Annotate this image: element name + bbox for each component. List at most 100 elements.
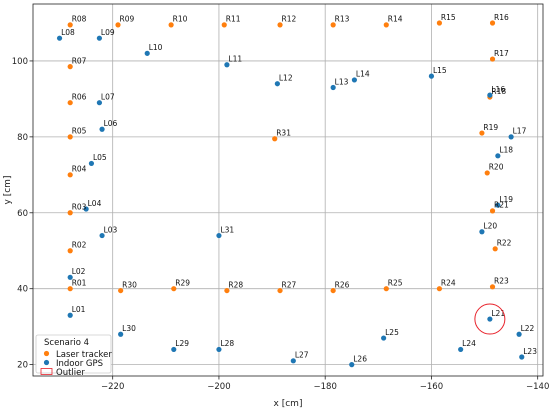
data-point bbox=[383, 286, 389, 292]
y-tick-label: 40 bbox=[17, 285, 28, 295]
point-label: L31 bbox=[220, 225, 234, 234]
point-label: R24 bbox=[441, 278, 456, 287]
point-label: L26 bbox=[353, 354, 367, 363]
data-point bbox=[67, 134, 73, 140]
legend-swatch-outlier bbox=[40, 368, 53, 375]
y-axis-label: y [cm] bbox=[3, 176, 13, 205]
data-point bbox=[489, 208, 496, 214]
point-label: L29 bbox=[175, 339, 189, 348]
point-label: R26 bbox=[335, 280, 350, 289]
point-label: L10 bbox=[149, 43, 163, 52]
point-label: R18 bbox=[491, 87, 506, 96]
point-label: R16 bbox=[494, 13, 509, 22]
point-label: R23 bbox=[494, 277, 509, 286]
data-point bbox=[168, 22, 174, 28]
data-point bbox=[277, 287, 283, 294]
data-point bbox=[492, 246, 498, 252]
data-point bbox=[67, 22, 73, 28]
x-tick-label: −160 bbox=[420, 382, 443, 392]
data-point bbox=[290, 358, 296, 364]
data-point bbox=[484, 170, 490, 176]
point-label: R06 bbox=[72, 92, 87, 101]
grid bbox=[33, 4, 543, 376]
point-label: L07 bbox=[101, 92, 115, 101]
point-label: L25 bbox=[385, 328, 399, 337]
data-point bbox=[436, 20, 443, 26]
data-point bbox=[221, 22, 227, 28]
data-point bbox=[277, 22, 283, 28]
point-label: R22 bbox=[497, 239, 512, 248]
point-label: L15 bbox=[433, 66, 447, 75]
data-point bbox=[479, 229, 485, 235]
point-label: R10 bbox=[173, 15, 188, 24]
point-label: L22 bbox=[521, 324, 535, 333]
data-point bbox=[479, 130, 485, 136]
data-point bbox=[274, 81, 280, 87]
x-axis-label: x [cm] bbox=[274, 399, 303, 409]
point-label: L18 bbox=[499, 146, 513, 155]
data-point bbox=[489, 284, 496, 290]
data-point bbox=[67, 100, 73, 106]
data-point bbox=[330, 287, 336, 294]
point-label: R09 bbox=[120, 15, 135, 24]
data-point bbox=[216, 232, 222, 239]
point-label: L16 bbox=[491, 85, 505, 94]
data-point bbox=[56, 35, 63, 41]
point-label: L28 bbox=[220, 339, 234, 348]
data-point bbox=[83, 206, 89, 212]
point-label: L30 bbox=[122, 324, 136, 333]
point-label: R29 bbox=[175, 278, 190, 287]
data-point bbox=[67, 210, 73, 216]
point-label: R14 bbox=[388, 15, 403, 24]
plot-area-frame bbox=[32, 3, 544, 377]
data-point bbox=[171, 286, 177, 292]
data-point bbox=[144, 50, 150, 56]
point-label: L13 bbox=[335, 77, 349, 86]
data-point bbox=[67, 172, 73, 178]
point-label: L11 bbox=[228, 55, 242, 64]
point-label: L14 bbox=[356, 70, 370, 79]
axis-ticks: −220 −200 −180 −160 −140 20 40 60 80 100 bbox=[12, 57, 550, 392]
point-label: L20 bbox=[483, 222, 497, 231]
data-point bbox=[489, 20, 496, 26]
point-label: R11 bbox=[226, 15, 241, 24]
outlier-marks bbox=[474, 303, 506, 335]
point-label: R21 bbox=[494, 201, 509, 210]
data-point bbox=[428, 73, 435, 79]
point-label: R01 bbox=[72, 278, 87, 287]
data-point bbox=[487, 92, 493, 98]
data-point bbox=[383, 22, 389, 28]
data-point bbox=[96, 35, 103, 41]
point-label: L03 bbox=[104, 225, 118, 234]
point-label: R13 bbox=[335, 15, 350, 24]
point-label: R19 bbox=[483, 123, 498, 132]
legend-box bbox=[35, 334, 112, 374]
legend-title: Scenario 4 bbox=[44, 338, 89, 348]
data-point bbox=[67, 274, 73, 280]
point-label: R05 bbox=[72, 127, 87, 136]
x-tick-label: −220 bbox=[101, 382, 124, 392]
point-label: R02 bbox=[72, 241, 87, 250]
legend-entry-label: Outlier bbox=[56, 368, 85, 378]
point-label: L09 bbox=[101, 28, 115, 37]
point-label: R12 bbox=[282, 15, 297, 24]
point-label: R20 bbox=[489, 163, 504, 172]
point-labels: R01 R02 R03 R04 R05 R06 R07 R08 R09 R10 R11 R12 R13 R… bbox=[61, 13, 537, 364]
data-point bbox=[458, 346, 464, 353]
point-label: R27 bbox=[282, 280, 297, 289]
data-point bbox=[495, 153, 501, 159]
data-point bbox=[516, 331, 522, 337]
data-point bbox=[118, 331, 124, 337]
point-label: L17 bbox=[513, 127, 527, 136]
data-point bbox=[118, 287, 124, 294]
data-point bbox=[99, 126, 105, 132]
point-label: L05 bbox=[93, 153, 107, 162]
point-label: R08 bbox=[72, 15, 87, 24]
data-point bbox=[272, 136, 278, 142]
point-label: L27 bbox=[295, 351, 309, 360]
data-point bbox=[67, 286, 73, 292]
data-point bbox=[67, 64, 73, 70]
